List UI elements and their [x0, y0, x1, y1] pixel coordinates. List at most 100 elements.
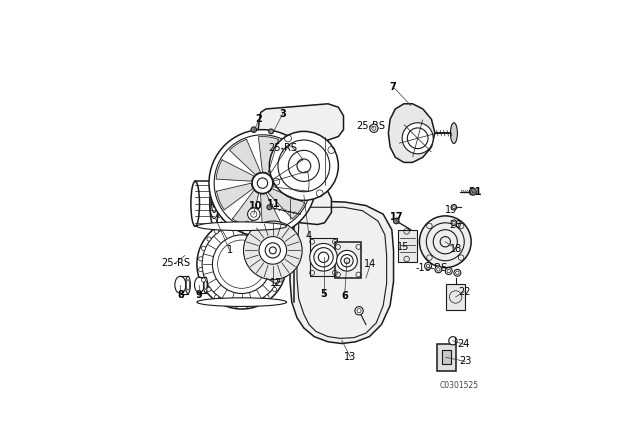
- Polygon shape: [216, 183, 253, 210]
- Ellipse shape: [186, 276, 190, 293]
- Polygon shape: [273, 171, 309, 191]
- Ellipse shape: [195, 277, 204, 293]
- Text: 14: 14: [364, 259, 376, 269]
- Ellipse shape: [197, 222, 287, 231]
- Ellipse shape: [215, 183, 223, 224]
- Bar: [437, 344, 456, 371]
- Text: 4: 4: [306, 231, 312, 241]
- Circle shape: [445, 267, 452, 275]
- Circle shape: [337, 250, 357, 271]
- Circle shape: [419, 216, 471, 267]
- Circle shape: [265, 229, 269, 233]
- Text: 18: 18: [449, 244, 462, 254]
- Text: 9: 9: [196, 290, 203, 300]
- Circle shape: [278, 246, 282, 250]
- Polygon shape: [290, 200, 394, 344]
- Text: 5: 5: [320, 289, 327, 298]
- Circle shape: [394, 218, 399, 224]
- Circle shape: [197, 220, 287, 309]
- Ellipse shape: [451, 123, 458, 143]
- Circle shape: [207, 287, 211, 292]
- Circle shape: [370, 124, 378, 133]
- Text: 22: 22: [458, 287, 470, 297]
- Circle shape: [245, 221, 249, 225]
- Circle shape: [202, 278, 205, 282]
- Circle shape: [234, 303, 239, 307]
- Text: 25-RS: 25-RS: [268, 143, 297, 153]
- Polygon shape: [255, 104, 344, 224]
- Circle shape: [198, 257, 203, 261]
- Text: 12: 12: [270, 278, 282, 288]
- Text: 24: 24: [458, 339, 470, 349]
- Ellipse shape: [210, 181, 218, 226]
- Polygon shape: [216, 160, 254, 181]
- Bar: [398, 230, 417, 263]
- Text: C0301525: C0301525: [440, 381, 479, 390]
- Circle shape: [310, 244, 337, 271]
- Circle shape: [269, 129, 273, 134]
- Text: 7: 7: [390, 82, 396, 91]
- Circle shape: [449, 336, 457, 345]
- Bar: [442, 350, 451, 364]
- Circle shape: [424, 263, 431, 269]
- Circle shape: [202, 246, 205, 250]
- Circle shape: [243, 221, 302, 280]
- Text: 8: 8: [177, 290, 184, 300]
- Circle shape: [355, 306, 363, 315]
- Circle shape: [281, 257, 285, 261]
- Text: 13: 13: [344, 352, 356, 362]
- Circle shape: [251, 127, 257, 133]
- Circle shape: [402, 123, 433, 154]
- Circle shape: [252, 173, 273, 194]
- Polygon shape: [232, 190, 259, 228]
- Text: 10: 10: [249, 201, 262, 211]
- Ellipse shape: [175, 276, 186, 293]
- Text: 6: 6: [341, 291, 348, 301]
- Circle shape: [265, 295, 269, 299]
- Circle shape: [207, 237, 211, 241]
- Circle shape: [269, 131, 339, 200]
- Text: 3: 3: [279, 109, 286, 119]
- Ellipse shape: [197, 298, 287, 306]
- Polygon shape: [259, 137, 278, 173]
- Polygon shape: [230, 139, 260, 175]
- Circle shape: [273, 287, 276, 292]
- Circle shape: [469, 188, 476, 195]
- Bar: [310, 238, 337, 276]
- Bar: [335, 242, 361, 278]
- Polygon shape: [388, 104, 435, 163]
- Circle shape: [451, 220, 457, 225]
- Text: 23: 23: [459, 357, 472, 366]
- Text: 1: 1: [227, 246, 233, 255]
- Circle shape: [255, 300, 260, 305]
- Text: 25-RS: 25-RS: [161, 258, 190, 268]
- Circle shape: [273, 237, 276, 241]
- Circle shape: [198, 267, 203, 271]
- Bar: [446, 284, 465, 310]
- Ellipse shape: [204, 277, 207, 293]
- Text: -16-RS: -16-RS: [415, 263, 447, 273]
- Polygon shape: [260, 194, 282, 230]
- Circle shape: [214, 229, 219, 233]
- Polygon shape: [269, 145, 303, 179]
- Text: 17: 17: [390, 212, 404, 222]
- Text: 2: 2: [255, 114, 262, 124]
- Circle shape: [255, 224, 260, 228]
- Circle shape: [451, 204, 457, 210]
- Text: 19: 19: [445, 205, 458, 215]
- Circle shape: [209, 129, 316, 237]
- Text: 21: 21: [468, 187, 481, 198]
- Ellipse shape: [191, 181, 200, 226]
- Circle shape: [248, 208, 260, 220]
- Circle shape: [435, 266, 442, 273]
- Polygon shape: [268, 189, 305, 219]
- Circle shape: [224, 300, 228, 305]
- Circle shape: [267, 205, 272, 210]
- Circle shape: [281, 267, 285, 271]
- Circle shape: [234, 221, 239, 225]
- Text: 15: 15: [397, 242, 410, 252]
- Circle shape: [259, 237, 287, 264]
- Circle shape: [224, 224, 228, 228]
- Circle shape: [278, 278, 282, 282]
- Text: 20: 20: [449, 220, 462, 230]
